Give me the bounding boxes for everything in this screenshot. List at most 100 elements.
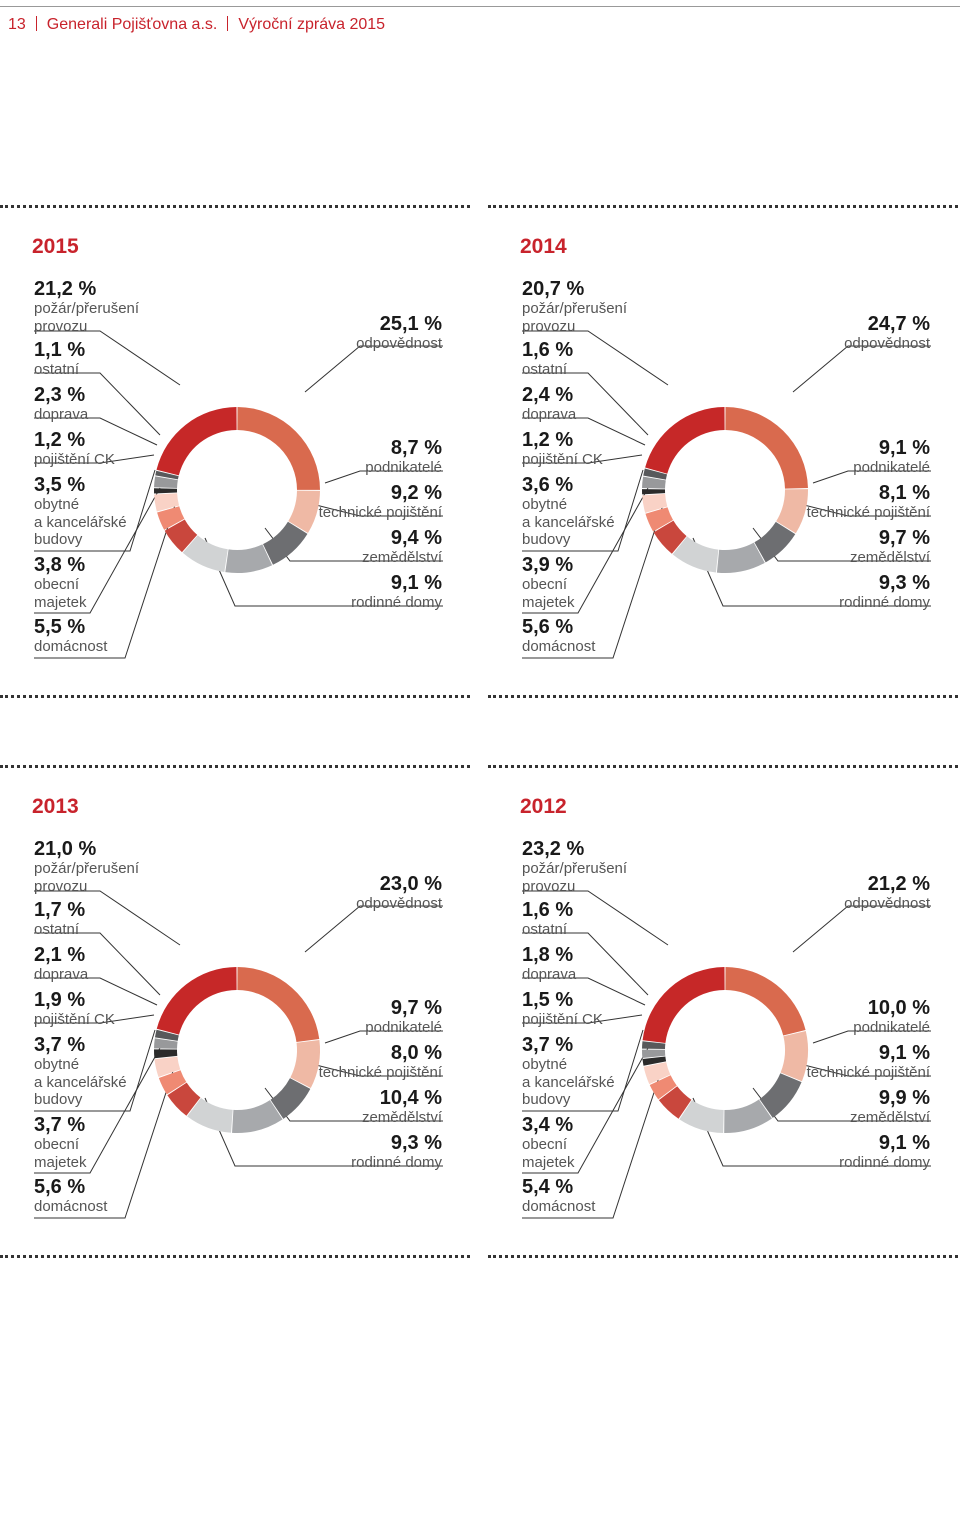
category-label: budovy bbox=[34, 1091, 83, 1108]
category-label: doprava bbox=[34, 406, 89, 423]
label-ostatni: 1,6 % ostatní bbox=[522, 899, 573, 939]
category-label: obytné bbox=[522, 1056, 568, 1073]
category-label: budovy bbox=[522, 531, 571, 548]
value-label: 1,2 % bbox=[522, 429, 574, 451]
value-label: 5,4 % bbox=[522, 1176, 574, 1198]
label-ostatni: 1,7 % ostatní bbox=[34, 899, 85, 939]
label-technicke-pojisteni: 9,2 % technické pojištění bbox=[319, 482, 442, 522]
segment-obecni-majetek bbox=[645, 507, 674, 532]
dotted-separator bbox=[0, 765, 470, 768]
category-label: pojištění CK bbox=[522, 1011, 603, 1028]
leader-line bbox=[34, 890, 181, 946]
category-label: doprava bbox=[522, 406, 577, 423]
label-pojisteni-ck: 1,2 % pojištění CK bbox=[34, 429, 115, 469]
value-label: 2,1 % bbox=[34, 944, 86, 966]
category-label: obecní bbox=[522, 576, 568, 593]
category-label: podnikatelé bbox=[365, 1019, 442, 1036]
category-label: požár/přerušení bbox=[522, 300, 628, 317]
value-label: 1,7 % bbox=[34, 899, 86, 921]
leader-line bbox=[522, 1029, 644, 1112]
donut-chart bbox=[522, 330, 931, 659]
value-label: 21,0 % bbox=[34, 838, 97, 860]
leader-line bbox=[34, 1014, 155, 1024]
value-label: 9,4 % bbox=[390, 527, 442, 549]
segment-ostatni bbox=[155, 470, 179, 480]
label-rodinne-domy: 9,1 % rodinné domy bbox=[839, 1132, 930, 1172]
segment-pojisteni-ck bbox=[642, 489, 666, 495]
leader-line bbox=[299, 500, 443, 517]
segment-doprava bbox=[642, 476, 666, 489]
category-label: zemědělství bbox=[849, 1109, 930, 1126]
value-label: 1,9 % bbox=[34, 989, 86, 1011]
leader-line bbox=[34, 504, 176, 659]
segment-technicke-pojisteni bbox=[754, 521, 796, 563]
category-label: ostatní bbox=[34, 921, 80, 938]
label-obecni-majetek: 3,8 % obecní majetek bbox=[34, 554, 87, 611]
leader-line bbox=[324, 1030, 443, 1044]
category-label: obecní bbox=[34, 1136, 80, 1153]
chart-panel-2015: 2015 25,1 % odpovědnost 8,7 % podnikatelé 9,2… bbox=[0, 205, 475, 705]
leader-line bbox=[34, 932, 161, 996]
label-domacnost: 5,5 % domácnost bbox=[34, 616, 107, 656]
category-label: požár/přerušení bbox=[34, 860, 140, 877]
category-label: rodinné domy bbox=[839, 594, 930, 611]
category-label: odpovědnost bbox=[844, 895, 930, 912]
value-label: 9,1 % bbox=[390, 572, 442, 594]
category-label: technické pojištění bbox=[806, 504, 930, 521]
leader-line bbox=[34, 487, 161, 614]
category-label: a kancelářské bbox=[522, 1073, 615, 1091]
value-label: 5,5 % bbox=[34, 616, 86, 638]
category-label: pojištění CK bbox=[34, 451, 115, 468]
category-label: zemědělství bbox=[361, 549, 442, 566]
value-label: 23,0 % bbox=[379, 873, 442, 895]
segment-technicke-pojisteni bbox=[759, 1073, 802, 1118]
leader-line bbox=[522, 372, 649, 436]
leader-line bbox=[34, 1029, 156, 1112]
segment-pojisteni-ck bbox=[154, 488, 178, 494]
leader-line bbox=[522, 469, 644, 552]
leader-line bbox=[304, 905, 443, 953]
leader-line bbox=[522, 1064, 664, 1219]
dotted-separator bbox=[0, 1255, 470, 1258]
segment-obecni-majetek bbox=[157, 506, 185, 530]
category-label: domácnost bbox=[34, 1198, 108, 1215]
category-label: technické pojištění bbox=[806, 1064, 930, 1081]
category-label: odpovědnost bbox=[356, 895, 442, 912]
leader-line bbox=[522, 890, 669, 946]
label-doprava: 1,8 % doprava bbox=[522, 944, 576, 984]
label-pozar-preruseni: 21,2 % požár/přerušení provozu bbox=[34, 278, 139, 335]
leader-line bbox=[792, 345, 931, 393]
category-label: doprava bbox=[34, 966, 89, 983]
value-label: 23,2 % bbox=[522, 838, 585, 860]
leader-line bbox=[522, 417, 646, 446]
leader-line bbox=[812, 470, 931, 484]
value-label: 9,1 % bbox=[878, 437, 930, 459]
category-label: a kancelářské bbox=[522, 513, 615, 531]
segment-domacnost bbox=[653, 520, 687, 554]
chart-panel-2014: 2014 24,7 % odpovědnost 9,1 % podnikatelé 8,1… bbox=[488, 205, 960, 705]
value-label: 5,6 % bbox=[34, 1176, 86, 1198]
value-label: 3,8 % bbox=[34, 554, 86, 576]
category-label: majetek bbox=[522, 1153, 575, 1171]
label-obecni-majetek: 3,9 % obecní majetek bbox=[522, 554, 575, 611]
category-label: domácnost bbox=[522, 1198, 596, 1215]
leader-line bbox=[34, 1047, 161, 1174]
segment-rodinne-domy bbox=[672, 536, 719, 573]
category-label: odpovědnost bbox=[844, 335, 930, 352]
category-label: ostatní bbox=[34, 361, 80, 378]
segment-pojisteni-ck bbox=[154, 1049, 178, 1059]
category-label: pojištění CK bbox=[34, 1011, 115, 1028]
label-rodinne-domy: 9,1 % rodinné domy bbox=[351, 572, 442, 612]
category-label: obecní bbox=[34, 576, 80, 593]
segment-odpovednost bbox=[237, 407, 320, 490]
category-label: ostatní bbox=[522, 921, 568, 938]
category-label: technické pojištění bbox=[318, 1064, 442, 1081]
leader-line bbox=[299, 1060, 443, 1077]
chart-year: 2015 bbox=[32, 235, 79, 258]
category-label: majetek bbox=[34, 1153, 87, 1171]
segment-podnikatele bbox=[288, 490, 320, 534]
label-pojisteni-ck: 1,9 % pojištění CK bbox=[34, 989, 115, 1029]
segment-odpovednost bbox=[725, 967, 806, 1036]
leader-line bbox=[787, 1060, 931, 1077]
value-label: 9,7 % bbox=[390, 997, 442, 1019]
